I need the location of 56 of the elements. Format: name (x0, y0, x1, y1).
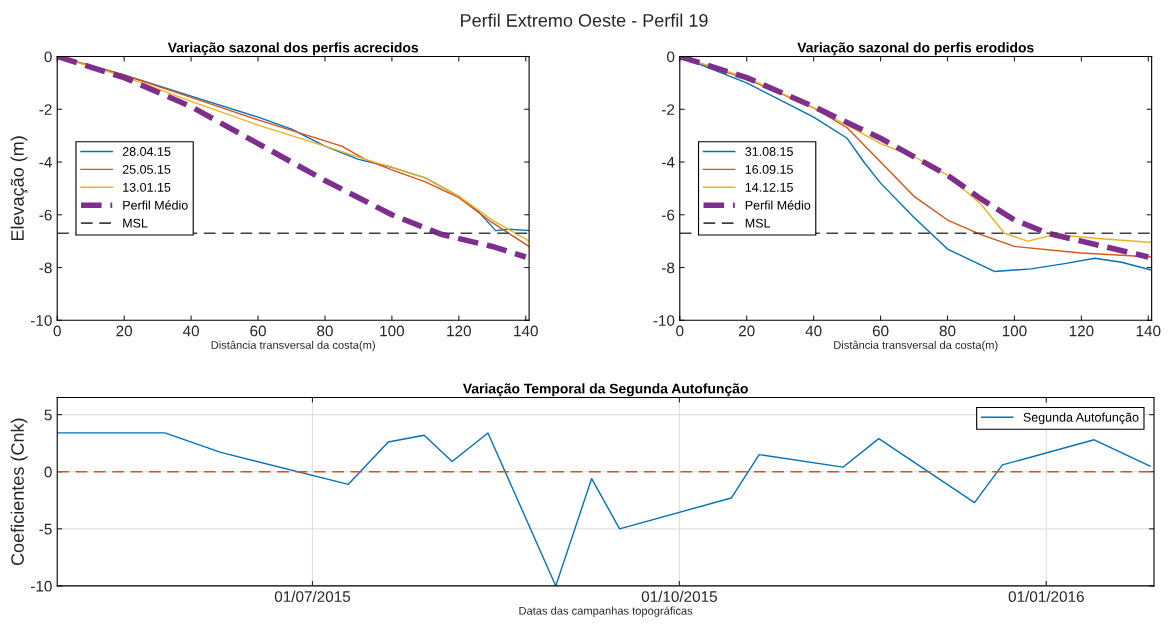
y-tick-label: -8 (662, 262, 675, 274)
y-axis-title: Coeficientes (Cnk) (10, 418, 28, 566)
x-tick-label: 80 (939, 325, 956, 337)
y-tick-label: 0 (667, 51, 675, 63)
chart-title: Variação Temporal da Segunda Autofunção (462, 383, 748, 397)
legend-label: 16.09.15 (745, 165, 793, 174)
x-tick-label: 40 (182, 325, 199, 337)
chart-title: Variação sazonal dos perfis acrecidos (167, 42, 419, 56)
x-tick-label: 0 (53, 325, 61, 337)
x-tick-label: 120 (1069, 325, 1094, 337)
ref-line-label: MSL (123, 218, 148, 228)
y-tick-label: -2 (662, 104, 675, 115)
legend-label: 28.04.15 (122, 147, 171, 156)
legend-label: Perfil Médio (745, 200, 811, 210)
y-tick-label: -10 (653, 315, 675, 326)
x-tick-label: 120 (447, 325, 471, 337)
x-tick-label: 60 (250, 325, 266, 337)
legend-label: Segunda Autofunção (1023, 412, 1139, 425)
x-tick-label: 40 (805, 325, 822, 337)
legend-label: 14.12.15 (745, 182, 793, 192)
y-tick-label: -6 (662, 209, 675, 221)
y-tick-label: -10 (30, 315, 52, 326)
y-tick-label: 5 (44, 409, 52, 421)
x-tick-label: 80 (317, 325, 333, 337)
y-tick-label: -2 (39, 104, 52, 115)
y-tick-label: -4 (662, 157, 675, 168)
y-tick-label: -5 (39, 523, 52, 535)
y-tick-label: 0 (44, 466, 52, 478)
ref-line-label: MSL (745, 218, 771, 228)
y-tick-label: -8 (39, 262, 52, 274)
legend-label: 31.08.15 (745, 147, 793, 156)
x-axis-title: Distância transversal da costa(m) (834, 340, 998, 352)
x-tick-label: 100 (1002, 325, 1027, 337)
text: Perfil Extremo Oeste - Perfil 19 (461, 13, 708, 27)
legend-label: 13.01.15 (123, 182, 171, 192)
x-tick-label: 01/07/2015 (274, 590, 351, 603)
x-tick-label: 20 (738, 325, 755, 337)
x-tick-label: 20 (116, 325, 133, 337)
legend-label: 25.05.15 (122, 165, 171, 174)
x-tick-label: 01/10/2015 (641, 590, 717, 603)
y-tick-label: -6 (39, 209, 52, 221)
x-axis-title: Distância transversal da costa(m) (211, 340, 375, 352)
x-tick-label: 140 (514, 325, 538, 337)
x-tick-label: 100 (380, 325, 405, 337)
chart-title: Variação sazonal do perfis erodidos (797, 42, 1034, 56)
legend-label: Perfil Médio (123, 200, 188, 210)
x-tick-label: 140 (1136, 325, 1161, 337)
x-tick-label: 60 (872, 325, 889, 337)
x-tick-label: 01/01/2016 (1008, 590, 1084, 603)
x-tick-label: 0 (676, 325, 684, 337)
line-series (57, 432, 1151, 586)
y-tick-label: -4 (39, 157, 52, 168)
x-axis-title: Datas das campanhas topográficas (519, 606, 693, 617)
y-tick-label: 0 (44, 51, 52, 63)
y-tick-label: -10 (30, 580, 52, 592)
y-axis-title: Elevação (m) (10, 136, 28, 241)
